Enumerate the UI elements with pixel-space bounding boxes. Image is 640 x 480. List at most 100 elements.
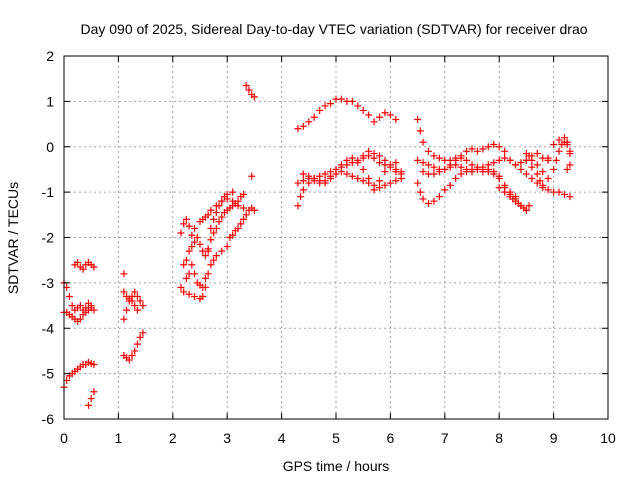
data-point-marker bbox=[560, 134, 568, 142]
data-point-marker bbox=[435, 168, 443, 176]
data-point-marker bbox=[552, 156, 560, 164]
data-point-marker bbox=[212, 252, 220, 260]
data-point-marker bbox=[490, 168, 498, 176]
data-point-marker bbox=[525, 152, 533, 160]
data-point-marker bbox=[180, 220, 188, 228]
data-point-marker bbox=[131, 288, 139, 296]
data-point-marker bbox=[517, 159, 525, 167]
data-point-marker bbox=[386, 111, 394, 119]
data-point-marker bbox=[381, 109, 389, 117]
data-point-marker bbox=[533, 150, 541, 158]
data-point-marker bbox=[79, 265, 87, 273]
data-point-marker bbox=[327, 172, 335, 180]
data-point-marker bbox=[473, 147, 481, 155]
data-point-marker bbox=[305, 118, 313, 126]
data-point-marker bbox=[87, 304, 95, 312]
data-point-marker bbox=[501, 154, 509, 162]
data-point-marker bbox=[517, 165, 525, 173]
data-point-marker bbox=[74, 258, 82, 266]
data-point-marker bbox=[430, 163, 438, 171]
data-point-marker bbox=[522, 206, 530, 214]
data-point-marker bbox=[381, 156, 389, 164]
data-point-marker bbox=[381, 181, 389, 189]
data-point-marker bbox=[240, 215, 248, 223]
data-point-marker bbox=[131, 302, 139, 310]
data-point-marker bbox=[240, 204, 248, 212]
data-point-marker bbox=[139, 302, 147, 310]
data-point-marker bbox=[381, 168, 389, 176]
data-point-marker bbox=[495, 143, 503, 151]
data-point-marker bbox=[337, 161, 345, 169]
y-tick-label: -5 bbox=[42, 366, 55, 382]
series-track-14 bbox=[242, 81, 258, 101]
data-point-marker bbox=[376, 113, 384, 121]
data-point-marker bbox=[133, 340, 141, 348]
data-point-marker bbox=[223, 243, 231, 251]
data-point-marker bbox=[354, 175, 362, 183]
data-point-marker bbox=[297, 193, 305, 201]
data-point-marker bbox=[430, 170, 438, 178]
data-point-marker bbox=[245, 86, 253, 94]
x-tick-label: 5 bbox=[332, 430, 340, 446]
data-point-marker bbox=[376, 177, 384, 185]
x-tick-label: 8 bbox=[495, 430, 503, 446]
data-point-marker bbox=[316, 179, 324, 187]
data-point-marker bbox=[207, 224, 215, 232]
data-point-marker bbox=[212, 209, 220, 217]
data-point-marker bbox=[229, 188, 237, 196]
data-point-marker bbox=[185, 247, 193, 255]
data-point-marker bbox=[210, 229, 218, 237]
y-tick-label: 1 bbox=[46, 93, 54, 109]
data-point-marker bbox=[468, 168, 476, 176]
data-point-marker bbox=[563, 165, 571, 173]
series-track-27 bbox=[495, 184, 533, 214]
data-point-marker bbox=[539, 168, 547, 176]
data-point-marker bbox=[501, 181, 509, 189]
data-point-marker bbox=[490, 140, 498, 148]
series-track-3 bbox=[71, 258, 98, 273]
series-track-6 bbox=[120, 329, 147, 364]
data-point-marker bbox=[191, 224, 199, 232]
data-point-marker bbox=[223, 190, 231, 198]
data-point-marker bbox=[128, 297, 136, 305]
data-point-marker bbox=[131, 347, 139, 355]
data-point-marker bbox=[354, 159, 362, 167]
data-point-marker bbox=[392, 159, 400, 167]
data-point-marker bbox=[495, 156, 503, 164]
data-point-marker bbox=[528, 175, 536, 183]
data-point-marker bbox=[191, 292, 199, 300]
data-point-marker bbox=[136, 297, 144, 305]
series-track-12 bbox=[180, 190, 248, 269]
series-track-2 bbox=[60, 304, 95, 325]
data-point-marker bbox=[414, 116, 422, 124]
data-point-marker bbox=[310, 177, 318, 185]
data-point-marker bbox=[215, 202, 223, 210]
series-track-26 bbox=[522, 134, 574, 176]
y-tick-label: -3 bbox=[42, 275, 55, 291]
data-point-marker bbox=[250, 206, 258, 214]
y-tick-label: -1 bbox=[42, 184, 55, 200]
data-point-marker bbox=[555, 147, 563, 155]
data-point-marker bbox=[463, 165, 471, 173]
data-point-marker bbox=[359, 106, 367, 114]
data-point-marker bbox=[215, 218, 223, 226]
data-point-marker bbox=[180, 261, 188, 269]
data-point-marker bbox=[457, 163, 465, 171]
data-point-marker bbox=[310, 113, 318, 121]
data-point-marker bbox=[370, 150, 378, 158]
data-point-marker bbox=[376, 159, 384, 167]
data-point-marker bbox=[193, 234, 201, 241]
data-point-marker bbox=[125, 356, 133, 364]
data-point-marker bbox=[68, 302, 76, 310]
data-point-marker bbox=[354, 102, 362, 110]
series-track-8 bbox=[120, 288, 141, 314]
data-point-marker bbox=[419, 159, 427, 167]
series-track-15 bbox=[248, 172, 256, 180]
data-point-marker bbox=[120, 288, 128, 296]
data-point-marker bbox=[430, 197, 438, 205]
data-point-marker bbox=[348, 97, 356, 105]
data-point-marker bbox=[294, 125, 302, 133]
data-point-marker bbox=[419, 195, 427, 203]
data-point-marker bbox=[299, 186, 307, 194]
